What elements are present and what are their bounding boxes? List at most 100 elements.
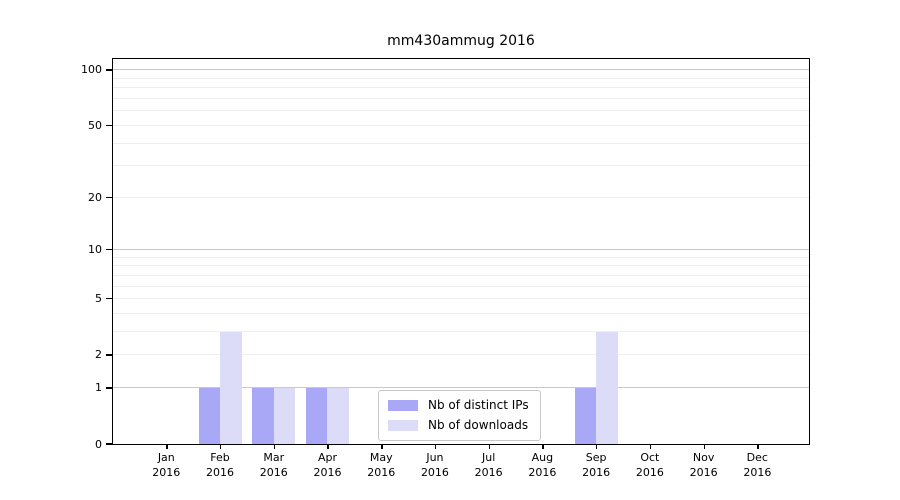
x-tick-year: 2016 [743, 466, 772, 479]
gridline-minor [113, 298, 809, 300]
x-tick-label: Jul 2016 [459, 450, 519, 480]
x-tick-year: 2016 [582, 466, 611, 479]
y-tick-label: 0 [95, 437, 102, 451]
x-tick-label: Dec 2016 [727, 450, 787, 480]
gridline-minor [113, 256, 809, 258]
gridline-minor [113, 313, 809, 315]
x-tick-label: Jan 2016 [136, 450, 196, 480]
x-tick-mark [327, 444, 329, 449]
x-tick-label: May 2016 [351, 450, 411, 480]
bar-distinct-ips [574, 387, 597, 444]
x-tick-label: Sep 2016 [566, 450, 626, 480]
legend-swatch-distinct-ips [388, 400, 418, 411]
legend: Nb of distinct IPs Nb of downloads [378, 390, 541, 441]
legend-swatch-downloads [388, 420, 418, 431]
y-tick-label: 5 [95, 292, 102, 306]
bar-downloads [596, 331, 618, 444]
y-tick-label: 50 [88, 118, 102, 132]
x-tick-label: Feb 2016 [190, 450, 250, 480]
y-tick-label: 100 [81, 63, 102, 77]
x-tick-year: 2016 [635, 466, 664, 479]
y-tick-mark [106, 69, 113, 71]
gridline-minor [113, 165, 809, 167]
x-tick-year: 2016 [367, 466, 396, 479]
x-tick-month: May [369, 451, 393, 464]
y-tick-mark [106, 124, 113, 127]
gridline-minor [113, 265, 809, 267]
bar-distinct-ips [305, 387, 328, 444]
legend-item-downloads: Nb of downloads [388, 418, 529, 433]
gridline-minor [113, 274, 809, 276]
x-tick-mark [434, 444, 437, 449]
y-tick-mark [106, 354, 113, 356]
bar-downloads [327, 387, 349, 444]
x-tick-month: Jun [426, 451, 444, 464]
x-tick-mark [649, 444, 652, 449]
y-tick-mark [106, 387, 113, 389]
plot-area [113, 59, 809, 444]
x-tick-mark [542, 444, 544, 449]
legend-label-downloads: Nb of downloads [428, 418, 529, 432]
x-tick-label: Oct 2016 [620, 450, 680, 480]
chart-title: mm430ammug 2016 [387, 33, 535, 49]
x-tick-label: Apr 2016 [297, 450, 357, 480]
x-tick-year: 2016 [420, 466, 449, 479]
x-tick-month: Dec [746, 451, 768, 464]
y-tick-mark [106, 298, 113, 300]
x-tick-year: 2016 [528, 466, 557, 479]
gridline-major [113, 69, 809, 71]
x-tick-year: 2016 [474, 466, 503, 479]
gridline-minor [113, 354, 809, 356]
gridline-minor [113, 196, 809, 198]
x-tick-mark [596, 444, 598, 449]
gridline-minor [113, 87, 809, 89]
y-tick-mark [106, 249, 113, 251]
y-tick-label: 1 [95, 381, 102, 395]
gridline-major [113, 249, 809, 251]
x-tick-month: Jan [157, 451, 175, 464]
gridline-minor [113, 110, 809, 112]
x-tick-mark [220, 444, 222, 449]
gridline-minor [113, 98, 809, 100]
legend-item-distinct-ips: Nb of distinct IPs [388, 398, 529, 413]
gridline-minor [113, 285, 809, 287]
x-tick-year: 2016 [689, 466, 718, 479]
x-tick-month: Jul [482, 451, 496, 464]
x-tick-year: 2016 [152, 466, 181, 479]
x-tick-month: Nov [692, 451, 715, 464]
x-tick-month: Oct [640, 451, 660, 464]
x-tick-mark [757, 444, 759, 449]
legend-label-distinct-ips: Nb of distinct IPs [428, 398, 529, 412]
bar-downloads [273, 387, 296, 444]
bar-distinct-ips [198, 387, 221, 444]
x-tick-month: Aug [531, 451, 554, 464]
x-tick-mark [166, 444, 168, 449]
x-tick-mark [703, 444, 705, 449]
bar-distinct-ips [252, 387, 274, 444]
x-tick-month: Apr [317, 451, 337, 464]
bar-downloads [220, 331, 242, 444]
x-tick-year: 2016 [313, 466, 342, 479]
x-tick-mark [381, 444, 383, 449]
x-tick-label: Jun 2016 [405, 450, 465, 480]
gridline-minor [113, 142, 809, 144]
x-tick-mark [488, 444, 490, 449]
x-tick-year: 2016 [206, 466, 235, 479]
x-tick-year: 2016 [259, 466, 288, 479]
y-tick-label: 2 [95, 348, 102, 362]
x-tick-month: Sep [585, 451, 607, 464]
y-tick-mark [106, 443, 113, 445]
x-tick-month: Mar [263, 451, 285, 464]
gridline-minor [113, 124, 809, 126]
x-tick-label: Aug 2016 [512, 450, 572, 480]
gridline-minor [113, 77, 809, 79]
y-tick-label: 10 [88, 243, 102, 257]
x-tick-label: Mar 2016 [244, 450, 304, 480]
x-tick-label: Nov 2016 [674, 450, 734, 480]
x-tick-mark [273, 444, 276, 449]
y-tick-label: 20 [88, 190, 102, 204]
gridline-major [113, 387, 809, 389]
y-tick-mark [106, 196, 113, 198]
x-tick-month: Feb [210, 451, 230, 464]
